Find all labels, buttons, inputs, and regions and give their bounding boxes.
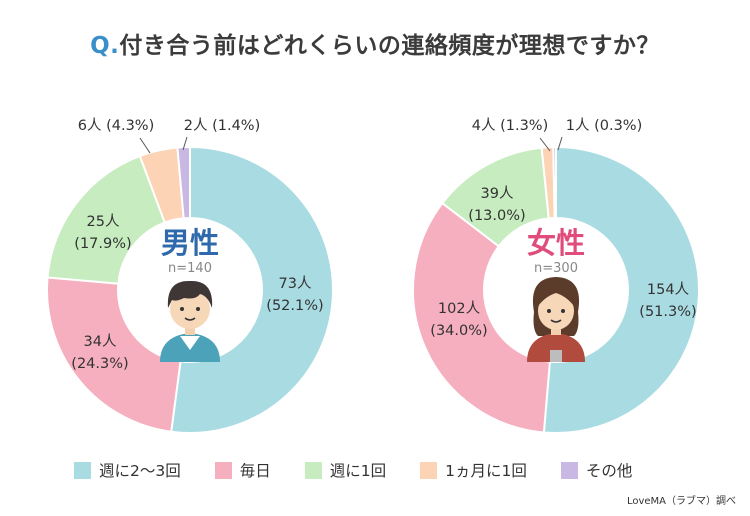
title-text: 付き合う前はどれくらいの連絡頻度が理想ですか？ — [119, 33, 660, 59]
legend-label: 週に1回 — [329, 462, 387, 480]
legend-item-daily: 毎日 — [214, 459, 271, 481]
female-n-label: n=300 — [534, 261, 578, 276]
male-callout-line-once-per-month — [139, 137, 151, 154]
legend-label: その他 — [585, 462, 633, 480]
legend: 週に2〜3回 毎日 週に1回 1ヵ月に1回 その他 — [74, 458, 714, 482]
female-slice-daily — [412, 201, 551, 434]
legend-item-once-per-week: 週に1回 — [304, 459, 387, 481]
female-data-label-once-per-month: 4人 (1.3%) — [472, 117, 549, 134]
female-avatar-icon — [527, 277, 585, 362]
legend-label: 週に2〜3回 — [99, 462, 181, 480]
legend-swatch — [214, 461, 232, 479]
female-callout-line-other — [557, 136, 563, 151]
female-percent-label-daily: (34.0%) — [430, 323, 487, 339]
male-data-label-other: 2人 (1.4%) — [184, 117, 261, 134]
male-avatar-icon — [160, 280, 220, 362]
female-center-label: 女性 — [527, 226, 585, 260]
source-credit: LoveMA（ラブマ）調べ — [626, 496, 736, 507]
male-percent-label-2-3-per-week: (52.1%) — [266, 298, 323, 314]
female-count-label-daily: 102人 — [438, 300, 480, 317]
chart-title: Q.付き合う前はどれくらいの連絡頻度が理想ですか？ — [0, 26, 750, 60]
legend-item-2-3-per-week: 週に2〜3回 — [74, 459, 181, 481]
legend-swatch — [304, 461, 322, 479]
male-center-label: 男性 — [161, 226, 219, 260]
female-slice-other — [552, 145, 557, 220]
male-slice-daily — [46, 276, 182, 433]
legend-item-other: その他 — [560, 459, 633, 481]
male-percent-label-daily: (24.3%) — [71, 356, 128, 372]
female-callout-line-once-per-month — [539, 137, 551, 152]
legend-swatch — [420, 461, 438, 479]
male-count-label-once-per-week: 25人 — [87, 213, 120, 230]
male-data-label-once-per-month: 6人 (4.3%) — [78, 117, 155, 134]
male-n-label: n=140 — [168, 261, 212, 276]
male-slice-other — [176, 145, 191, 220]
male-count-label-2-3-per-week: 73人 — [279, 275, 312, 292]
female-percent-label-once-per-week: (13.0%) — [468, 208, 525, 224]
male-slice-once-per-week — [46, 154, 167, 285]
male-callout-line-other — [182, 136, 188, 151]
legend-swatch — [560, 461, 578, 479]
female-count-label-2-3-per-week: 154人 — [647, 281, 689, 298]
male-percent-label-once-per-week: (17.9%) — [74, 236, 131, 252]
legend-swatch — [74, 461, 91, 479]
legend-item-once-per-month: 1ヵ月に1回 — [420, 459, 527, 481]
legend-label: 1ヵ月に1回 — [445, 462, 527, 480]
legend-label: 毎日 — [239, 462, 271, 480]
female-percent-label-2-3-per-week: (51.3%) — [639, 304, 696, 320]
female-data-label-other: 1人 (0.3%) — [566, 117, 643, 134]
male-count-label-daily: 34人 — [84, 333, 117, 350]
female-count-label-once-per-week: 39人 — [481, 185, 514, 202]
title-prefix: Q. — [90, 33, 120, 59]
